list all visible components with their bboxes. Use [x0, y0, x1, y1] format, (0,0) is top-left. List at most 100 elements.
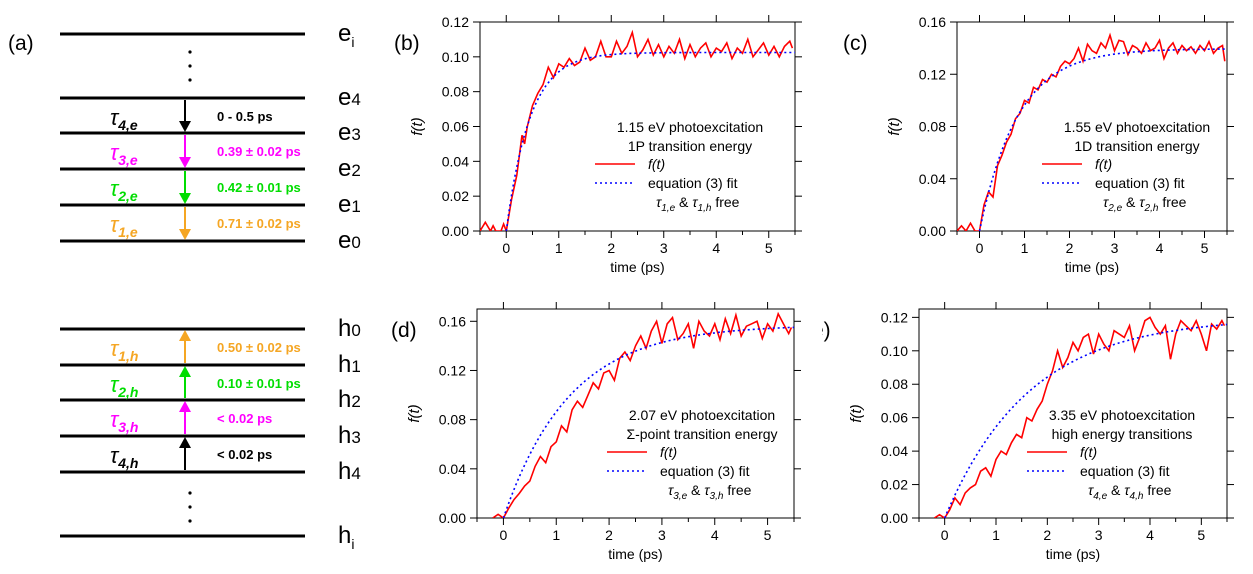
tau-value: 0 - 0.5 ps: [217, 109, 273, 124]
x-tick-label: 0: [941, 527, 949, 543]
legend-free-params: τ3,e & τ3,h free: [668, 482, 752, 502]
arrow-head: [179, 121, 191, 132]
x-tick-label: 4: [1156, 240, 1164, 256]
x-tick-label: 1: [1021, 240, 1029, 256]
series-line-data: [480, 29, 794, 231]
tau-label: τ2,e: [110, 176, 138, 204]
legend-free-params: τ1,e & τ1,h free: [656, 194, 740, 214]
energy-level-diagram: (a) ei e4 e3 e2 e1 e0 τ4,e 0 - 0.5 ps τ3,e 0.39 ± …: [8, 20, 361, 552]
x-tick-label: 2: [605, 527, 613, 543]
legend-label-fit: equation (3) fit: [1080, 463, 1170, 479]
arrow-head: [179, 157, 191, 168]
level-label-e0: e0: [338, 227, 361, 254]
level-label-e3: e3: [338, 119, 361, 146]
tau-value: 0.42 ± 0.01 ps: [217, 180, 301, 195]
panel-label: (b): [394, 32, 420, 55]
y-axis-label: f(t): [886, 117, 903, 135]
legend-label-fit: equation (3) fit: [660, 463, 750, 479]
y-axis-label: f(t): [406, 404, 423, 422]
y-tick-label: 0.12: [919, 66, 946, 82]
x-tick-label: 2: [607, 240, 615, 256]
series-line-data: [492, 311, 793, 518]
y-axis-label: f(t): [409, 117, 426, 135]
legend-subtitle: high energy transitions: [1052, 426, 1193, 442]
x-tick-label: 1: [555, 240, 563, 256]
legend-free-params: τ2,e & τ2,h free: [1103, 194, 1187, 214]
y-tick-label: 0.00: [439, 510, 466, 526]
legend-subtitle: Σ-point transition energy: [626, 426, 777, 442]
x-tick-label: 3: [1095, 527, 1103, 543]
legend-subtitle: 1D transition energy: [1074, 138, 1199, 154]
tau-value: 0.50 ± 0.02 ps: [217, 340, 301, 355]
y-tick-label: 0.16: [919, 14, 946, 30]
tau-value: 0.10 ± 0.01 ps: [217, 376, 301, 391]
y-tick-label: 0.04: [919, 171, 946, 187]
series-line-data: [933, 316, 1226, 518]
legend-free-params: τ4,e & τ4,h free: [1088, 482, 1172, 502]
x-tick-label: 3: [658, 527, 666, 543]
x-tick-label: 0: [502, 240, 510, 256]
x-tick-label: 3: [1111, 240, 1119, 256]
panel-label: (c): [843, 32, 868, 55]
ellipsis-dot: [188, 78, 192, 82]
level-label-h0: h0: [338, 315, 361, 342]
tau-value: < 0.02 ps: [217, 447, 272, 462]
level-label-hi: hi: [338, 522, 354, 552]
ellipsis-dot: [188, 519, 192, 523]
tau-value: 0.39 ± 0.02 ps: [217, 144, 301, 159]
legend-title: 1.55 eV photoexcitation: [1064, 119, 1210, 135]
chart-panel-b: (b) 0 1 2 3 4 5 0.00 0.02 0.04 0.06 0.08 0.10 0.12 tim…: [394, 14, 802, 275]
tau-label: τ3,e: [110, 140, 138, 168]
y-tick-label: 0.12: [881, 309, 908, 325]
level-label-h2: h2: [338, 386, 361, 413]
ellipsis-dot: [188, 64, 192, 68]
y-tick-label: 0.04: [442, 153, 469, 169]
tau-label: τ3,h: [110, 407, 138, 435]
y-tick-label: 0.10: [442, 49, 469, 65]
legend-title: 1.15 eV photoexcitation: [617, 119, 763, 135]
chart-panel-c: (c) 0 1 2 3 4 5 0.00 0.04 0.08 0.12 0.16 time (ps) f(…: [843, 14, 1234, 275]
x-tick-label: 4: [1146, 527, 1154, 543]
x-tick-label: 0: [500, 527, 508, 543]
arrow-head: [179, 401, 191, 412]
level-label-e1: e1: [338, 191, 361, 218]
y-tick-label: 0.12: [439, 362, 466, 378]
y-tick-label: 0.04: [881, 443, 908, 459]
panel-label: (d): [391, 319, 417, 342]
series-line-fit: [978, 48, 1227, 231]
y-tick-label: 0.00: [442, 223, 469, 239]
x-axis-label: time (ps): [1065, 259, 1119, 275]
level-label-e2: e2: [338, 155, 361, 182]
chart-panel-e: (e) 0 1 2 3 4 5 0.00 0.02 0.04 0.06 0.08 0.10 0.12 tim…: [822, 302, 1234, 562]
x-tick-label: 5: [765, 240, 773, 256]
x-tick-label: 0: [976, 240, 984, 256]
y-tick-label: 0.08: [919, 119, 946, 135]
legend-label-data: f(t): [1095, 156, 1112, 172]
x-tick-label: 1: [992, 527, 1000, 543]
tau-label: τ4,e: [110, 105, 138, 133]
x-tick-label: 5: [1201, 240, 1209, 256]
x-tick-label: 2: [1043, 527, 1051, 543]
series-line-fit: [505, 51, 795, 231]
x-tick-label: 4: [711, 527, 719, 543]
y-tick-label: 0.06: [442, 119, 469, 135]
series-line-data: [957, 32, 1226, 231]
legend-label-data: f(t): [648, 156, 665, 172]
y-tick-label: 0.08: [881, 376, 908, 392]
level-label-h3: h3: [338, 422, 361, 449]
y-tick-label: 0.06: [881, 410, 908, 426]
level-label-h4: h4: [338, 458, 361, 485]
x-axis-label: time (ps): [1046, 546, 1100, 562]
legend-title: 3.35 eV photoexcitation: [1049, 407, 1195, 423]
level-label-ei: ei: [338, 20, 354, 50]
legend-subtitle: 1P transition energy: [628, 138, 752, 154]
y-tick-label: 0.08: [439, 412, 466, 428]
x-tick-label: 3: [660, 240, 668, 256]
y-tick-label: 0.08: [442, 84, 469, 100]
x-axis-label: time (ps): [610, 259, 664, 275]
y-tick-label: 0.00: [919, 223, 946, 239]
panel-label: (e): [822, 319, 831, 342]
tau-value: 0.71 ± 0.02 ps: [217, 216, 301, 231]
y-tick-label: 0.16: [439, 313, 466, 329]
y-tick-label: 0.10: [881, 343, 908, 359]
